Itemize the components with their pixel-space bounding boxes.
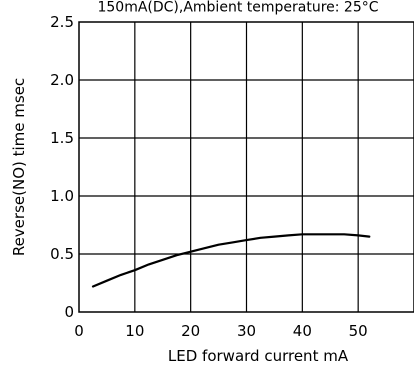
tick-labels: 0 10 20 30 40 50 0 0.5 1.0 1.5 2.0 2.5 <box>50 13 368 340</box>
x-tick-label: 40 <box>293 322 312 340</box>
y-tick-label: 0.5 <box>50 245 74 263</box>
y-axis-label: Reverse(NO) time msec <box>10 78 28 256</box>
x-tick-label: 20 <box>181 322 200 340</box>
grid <box>79 22 414 312</box>
x-tick-label: 50 <box>349 322 368 340</box>
y-tick-label: 2.5 <box>50 13 74 31</box>
plot-frame <box>78 21 414 313</box>
series-layer <box>91 233 371 288</box>
chart-title: 150mA(DC),Ambient temperature: 25°C <box>97 0 378 16</box>
y-tick-label: 1.0 <box>50 187 74 205</box>
x-tick-label: 10 <box>125 322 144 340</box>
y-tick-label: 2.0 <box>50 71 74 89</box>
y-tick-label: 0 <box>64 303 74 321</box>
x-tick-label: 30 <box>237 322 256 340</box>
y-tick-label: 1.5 <box>50 129 74 147</box>
series-line <box>91 233 371 288</box>
x-axis-label: LED forward current mA <box>168 347 349 365</box>
x-tick-label: 0 <box>74 322 84 340</box>
